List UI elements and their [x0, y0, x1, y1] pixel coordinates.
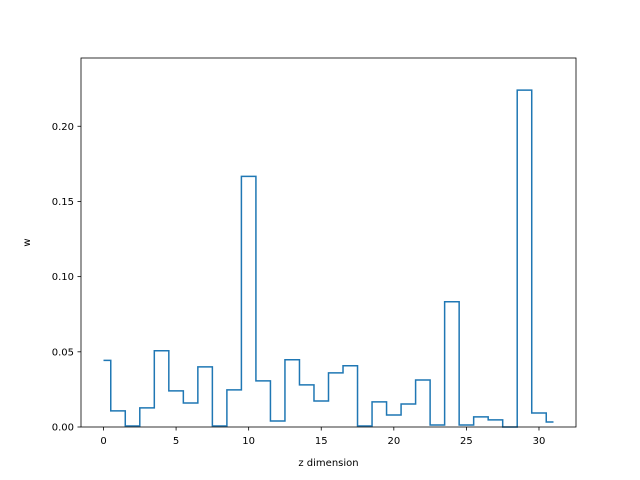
x-tick-label: 15 — [315, 436, 328, 447]
y-axis-ticks: 0.00 0.05 0.10 0.15 0.20 — [52, 122, 81, 434]
x-tick-label: 25 — [460, 436, 473, 447]
x-tick-label: 30 — [533, 436, 546, 447]
x-tick-label: 10 — [242, 436, 255, 447]
plot-area — [103, 89, 554, 428]
x-tick-label: 20 — [387, 436, 400, 447]
series-line-0 — [103, 89, 554, 428]
x-axis-ticks: 0 5 10 15 20 25 30 — [100, 427, 545, 447]
y-tick-label: 0.15 — [52, 197, 74, 208]
y-tick-label: 0.10 — [52, 272, 74, 283]
y-tick-label: 0.00 — [52, 423, 74, 434]
x-tick-label: 0 — [100, 436, 106, 447]
axes-frame — [80, 57, 577, 428]
y-tick-label: 0.20 — [52, 122, 74, 133]
x-tick-label: 5 — [173, 436, 179, 447]
x-axis-label: z dimension — [298, 458, 358, 469]
y-tick-label: 0.05 — [52, 347, 74, 358]
y-axis-label: w — [22, 238, 33, 246]
